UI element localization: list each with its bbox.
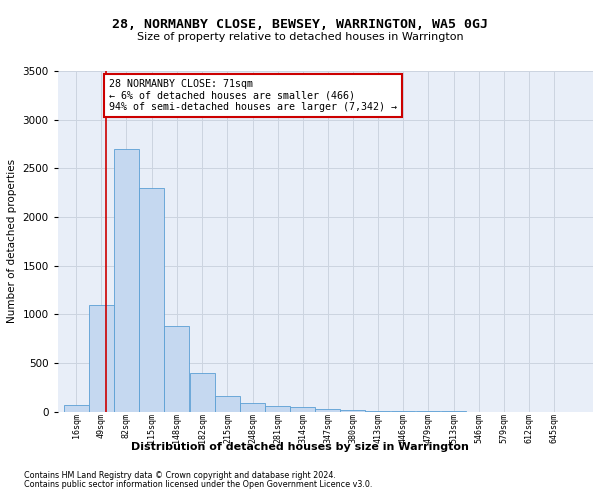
Text: Contains HM Land Registry data © Crown copyright and database right 2024.: Contains HM Land Registry data © Crown c… (24, 471, 336, 480)
Bar (114, 149, 139, 411)
Bar (265, 406, 290, 411)
Bar (340, 410, 365, 412)
Bar (64, 405, 89, 411)
Bar (290, 407, 315, 412)
Text: Contains public sector information licensed under the Open Government Licence v3: Contains public sector information licen… (24, 480, 373, 489)
Text: 28, NORMANBY CLOSE, BEWSEY, WARRINGTON, WA5 0GJ: 28, NORMANBY CLOSE, BEWSEY, WARRINGTON, … (112, 18, 488, 30)
Y-axis label: Number of detached properties: Number of detached properties (7, 159, 17, 324)
Bar (139, 188, 164, 412)
Text: Size of property relative to detached houses in Warrington: Size of property relative to detached ho… (137, 32, 463, 42)
Text: 28 NORMANBY CLOSE: 71sqm
← 6% of detached houses are smaller (466)
94% of semi-d: 28 NORMANBY CLOSE: 71sqm ← 6% of detache… (109, 78, 397, 112)
Text: Distribution of detached houses by size in Warrington: Distribution of detached houses by size … (131, 442, 469, 452)
Bar (164, 326, 189, 412)
Bar (316, 408, 340, 412)
Bar (190, 372, 215, 412)
Bar (365, 410, 390, 412)
Bar (240, 403, 265, 411)
Bar (215, 396, 240, 411)
Bar (89, 304, 114, 412)
